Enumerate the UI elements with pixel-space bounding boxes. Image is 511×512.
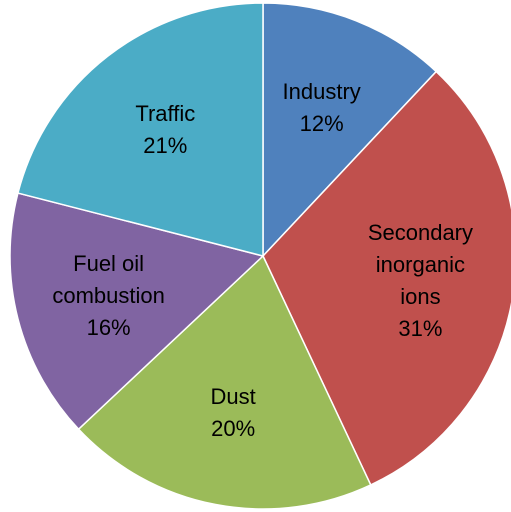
category-label: Secondary inorganic ions [367,219,474,309]
category-label: Traffic [135,101,196,127]
value-label: 20% [211,415,256,441]
category-label: Dust [210,383,256,409]
value-label: 16% [86,314,131,340]
value-label: 21% [143,133,188,159]
slice-label: Fuel oil combustion 16% [52,248,165,344]
pie-slice [262,2,438,258]
pie-slice [9,192,265,431]
slice-label: Industry 12% [283,76,361,140]
category-label: Fuel oil combustion [52,250,165,308]
slice-label: Traffic 21% [135,98,195,162]
value-label: 31% [398,315,443,341]
category-label: Industry [282,78,361,104]
pie-slice [77,254,372,510]
pie-slice [262,70,511,486]
value-label: 12% [299,110,344,136]
pie-slice [17,2,264,257]
slice-label: Dust 20% [211,381,256,445]
slice-label: Secondary inorganic ions 31% [368,217,473,345]
